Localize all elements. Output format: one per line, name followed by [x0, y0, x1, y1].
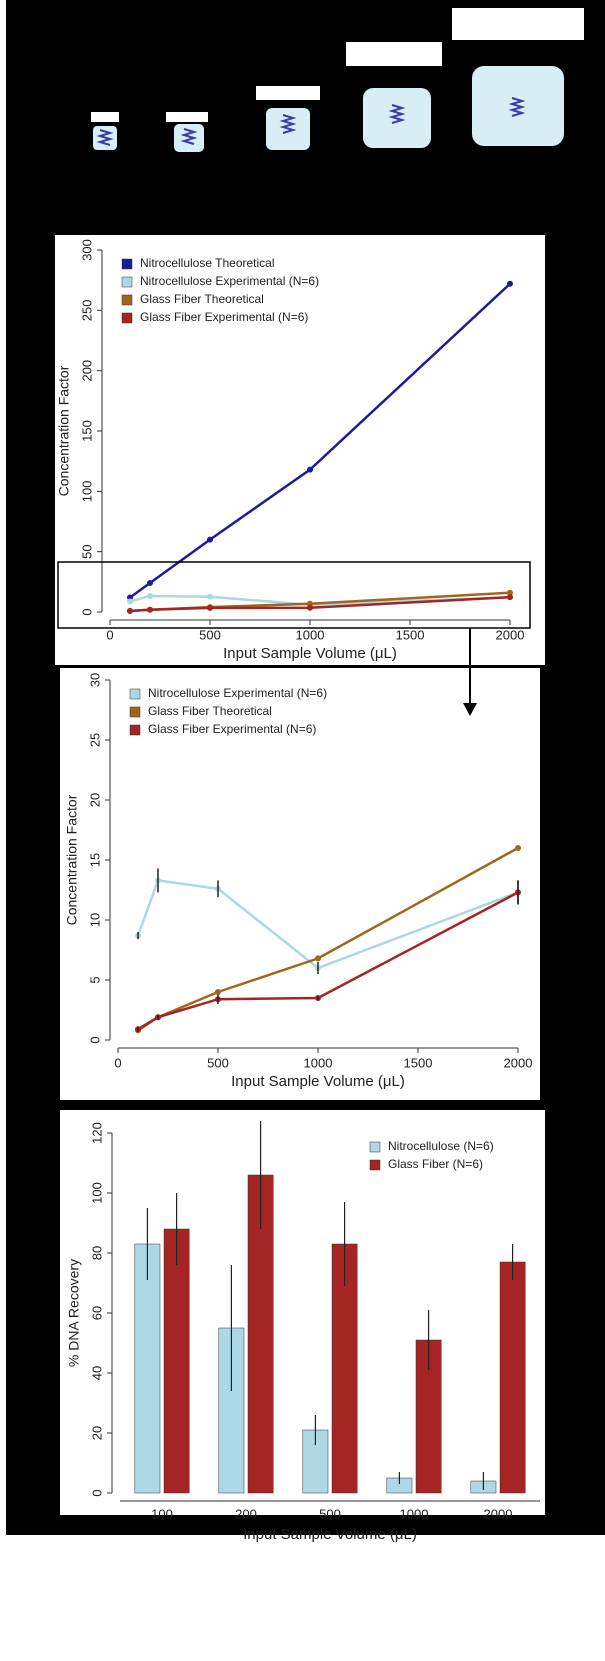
- data-point: [147, 592, 153, 599]
- data-point: [507, 589, 513, 596]
- legend-swatch: [121, 276, 133, 288]
- data-point: [147, 606, 153, 613]
- y-tick-label: 150: [79, 420, 94, 442]
- legend-label: Glass Fiber (N=6): [388, 1157, 483, 1171]
- y-tick-label: 50: [79, 544, 94, 558]
- y-axis-label: Concentration Factor: [56, 365, 72, 496]
- legend-label: Glass Fiber Theoretical: [148, 704, 272, 718]
- y-tick-label: 100: [79, 480, 94, 502]
- y-tick-label: 120: [89, 1122, 104, 1144]
- legend-label: Glass Fiber Experimental (N=6): [148, 722, 316, 736]
- y-tick-label: 60: [89, 1306, 104, 1320]
- legend-label: Nitrocellulose Theoretical: [140, 256, 275, 270]
- data-point: [207, 604, 213, 611]
- data-point: [207, 536, 213, 543]
- data-point: [127, 607, 133, 614]
- x-tick-label: 1000: [304, 1055, 333, 1070]
- data-point: [307, 604, 313, 611]
- y-tick-label: 40: [89, 1366, 104, 1380]
- x-tick-label: 1000: [296, 627, 325, 642]
- x-tick-label: 2000: [504, 1055, 533, 1070]
- x-axis-label: Input Sample Volume (μL): [243, 1526, 417, 1543]
- data-point: [127, 598, 133, 605]
- legend-swatch: [129, 724, 141, 736]
- y-tick-label: 100: [89, 1182, 104, 1204]
- y-tick-label: 20: [89, 1426, 104, 1440]
- y-tick-label: 80: [89, 1246, 104, 1260]
- data-point: [315, 955, 321, 962]
- y-tick-label: 30: [87, 673, 102, 687]
- legend-swatch: [121, 312, 133, 324]
- zoom-box: [57, 561, 531, 629]
- x-tick-label: 200: [235, 1506, 257, 1521]
- y-tick-label: 5: [87, 976, 102, 983]
- legend-swatch: [369, 1159, 381, 1171]
- frame-edge: [0, 0, 6, 1535]
- data-point: [147, 580, 153, 587]
- y-tick-label: 200: [79, 360, 94, 382]
- x-axis-label: Input Sample Volume (μL): [223, 645, 397, 662]
- bar: [499, 1261, 526, 1494]
- zoom-arrowhead: [463, 703, 477, 716]
- bar: [134, 1243, 161, 1494]
- legend-label: Glass Fiber Experimental (N=6): [140, 310, 308, 324]
- legend-label: Glass Fiber Theoretical: [140, 292, 264, 306]
- x-tick-label: 2000: [484, 1506, 513, 1521]
- y-tick-label: 250: [79, 299, 94, 321]
- y-tick-label: 0: [87, 1036, 102, 1043]
- x-tick-label: 100: [151, 1506, 173, 1521]
- x-tick-label: 500: [207, 1055, 229, 1070]
- legend-swatch: [129, 706, 141, 718]
- y-axis-label: % DNA Recovery: [66, 1259, 82, 1367]
- x-tick-label: 2000: [496, 627, 525, 642]
- legend-label: Nitrocellulose Experimental (N=6): [140, 274, 319, 288]
- x-axis-label: Input Sample Volume (μL): [231, 1073, 405, 1090]
- x-tick-label: 0: [106, 627, 113, 642]
- data-point: [515, 845, 521, 851]
- y-tick-label: 10: [87, 913, 102, 927]
- data-point: [215, 989, 221, 995]
- x-tick-label: 1000: [400, 1506, 429, 1521]
- y-tick-label: 0: [89, 1489, 104, 1496]
- data-point: [507, 280, 513, 287]
- y-axis-label: Concentration Factor: [64, 794, 80, 925]
- data-point: [507, 594, 513, 601]
- legend-swatch: [369, 1141, 381, 1153]
- y-tick-label: 25: [87, 733, 102, 747]
- legend-label: Nitrocellulose Experimental (N=6): [148, 686, 327, 700]
- x-tick-label: 500: [319, 1506, 341, 1521]
- legend-swatch: [121, 258, 133, 270]
- legend-swatch: [121, 294, 133, 306]
- x-tick-label: 500: [199, 627, 221, 642]
- y-tick-label: 20: [87, 793, 102, 807]
- bar: [163, 1228, 190, 1494]
- data-point: [207, 593, 213, 600]
- legend-label: Nitrocellulose (N=6): [388, 1139, 494, 1153]
- x-tick-label: 1500: [404, 1055, 433, 1070]
- x-tick-label: 0: [114, 1055, 121, 1070]
- data-point: [307, 466, 313, 473]
- legend-swatch: [129, 688, 141, 700]
- y-tick-label: 0: [79, 608, 94, 615]
- y-tick-label: 300: [79, 239, 94, 261]
- y-tick-label: 15: [87, 853, 102, 867]
- device-illustrations: [91, 8, 584, 152]
- x-tick-label: 1500: [396, 627, 425, 642]
